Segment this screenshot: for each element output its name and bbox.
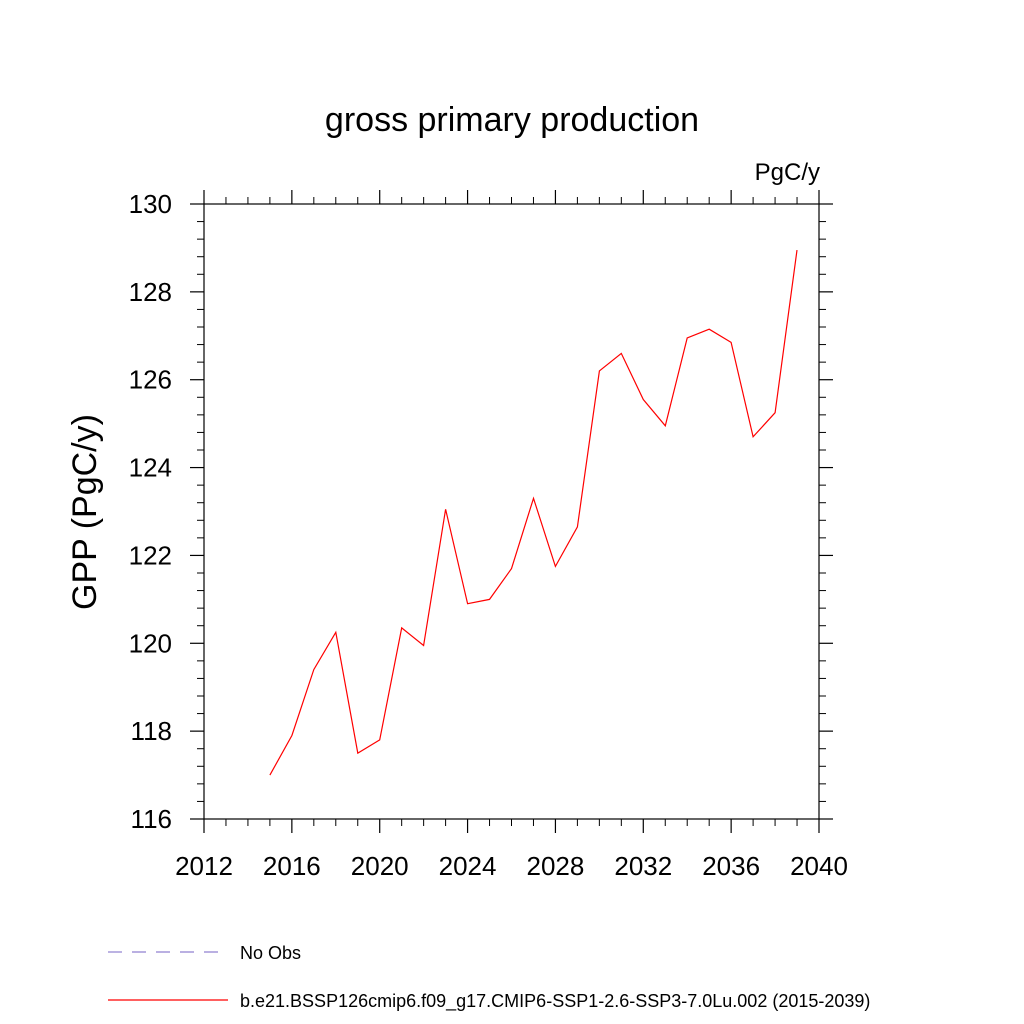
axis-ticks <box>190 190 833 833</box>
x-tick-label: 2016 <box>263 851 321 881</box>
x-tick-label: 2012 <box>175 851 233 881</box>
x-tick-label: 2024 <box>439 851 497 881</box>
chart-title: gross primary production <box>325 101 699 139</box>
y-tick-label: 126 <box>129 365 172 395</box>
series-layer <box>269 250 798 776</box>
units-label: PgC/y <box>755 159 820 186</box>
y-tick-label: 124 <box>129 453 172 483</box>
x-tick-label: 2028 <box>527 851 585 881</box>
y-tick-label: 128 <box>129 277 172 307</box>
series-line <box>269 250 798 776</box>
x-tick-label: 2020 <box>351 851 409 881</box>
y-tick-label: 130 <box>129 189 172 219</box>
plot-frame <box>203 203 820 820</box>
y-tick-label: 122 <box>129 540 172 570</box>
axis-tick-labels: 2012 2016 2020 2024 2028 2032 2036 2040 116 118 12… <box>129 189 848 881</box>
y-tick-label: 120 <box>129 628 172 658</box>
x-tick-label: 2036 <box>702 851 760 881</box>
legend: No Obs b.e21.BSSP126cmip6.f09_g17.CMIP6-S… <box>108 943 870 1012</box>
legend-label: No Obs <box>240 943 301 963</box>
y-axis-label: GPP (PgC/y) <box>66 414 104 610</box>
y-tick-label: 118 <box>131 716 172 746</box>
legend-label: b.e21.BSSP126cmip6.f09_g17.CMIP6-SSP1-2.… <box>240 991 870 1012</box>
x-tick-label: 2040 <box>790 851 848 881</box>
x-tick-label: 2032 <box>614 851 672 881</box>
y-tick-label: 116 <box>131 804 172 834</box>
